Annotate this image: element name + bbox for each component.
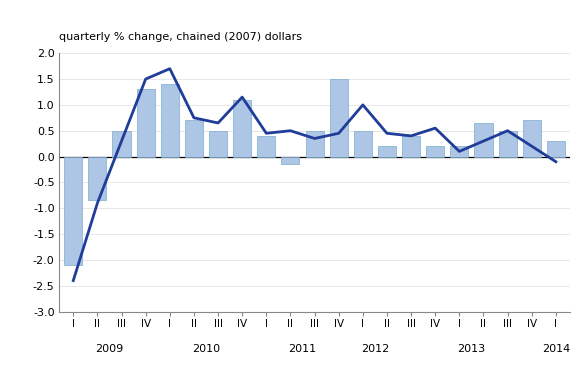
Bar: [402, 136, 420, 157]
Bar: [547, 141, 565, 157]
Text: 2010: 2010: [192, 344, 220, 354]
Text: quarterly % change, chained (2007) dollars: quarterly % change, chained (2007) dolla…: [59, 32, 302, 42]
Bar: [112, 131, 131, 157]
Text: 2009: 2009: [95, 344, 123, 354]
Bar: [185, 120, 203, 157]
Bar: [523, 120, 541, 157]
Bar: [282, 157, 299, 164]
Bar: [450, 146, 469, 157]
Bar: [475, 123, 493, 157]
Bar: [306, 131, 323, 157]
Bar: [233, 100, 251, 157]
Bar: [354, 131, 372, 157]
Bar: [209, 131, 227, 157]
Bar: [88, 157, 106, 201]
Bar: [499, 131, 517, 157]
Bar: [64, 157, 82, 265]
Bar: [161, 84, 179, 157]
Text: 2011: 2011: [289, 344, 316, 354]
Text: 2014: 2014: [542, 344, 570, 354]
Bar: [426, 146, 445, 157]
Bar: [258, 136, 275, 157]
Bar: [136, 89, 155, 157]
Bar: [378, 146, 396, 157]
Bar: [330, 79, 348, 157]
Text: 2013: 2013: [457, 344, 486, 354]
Text: 2012: 2012: [361, 344, 389, 354]
